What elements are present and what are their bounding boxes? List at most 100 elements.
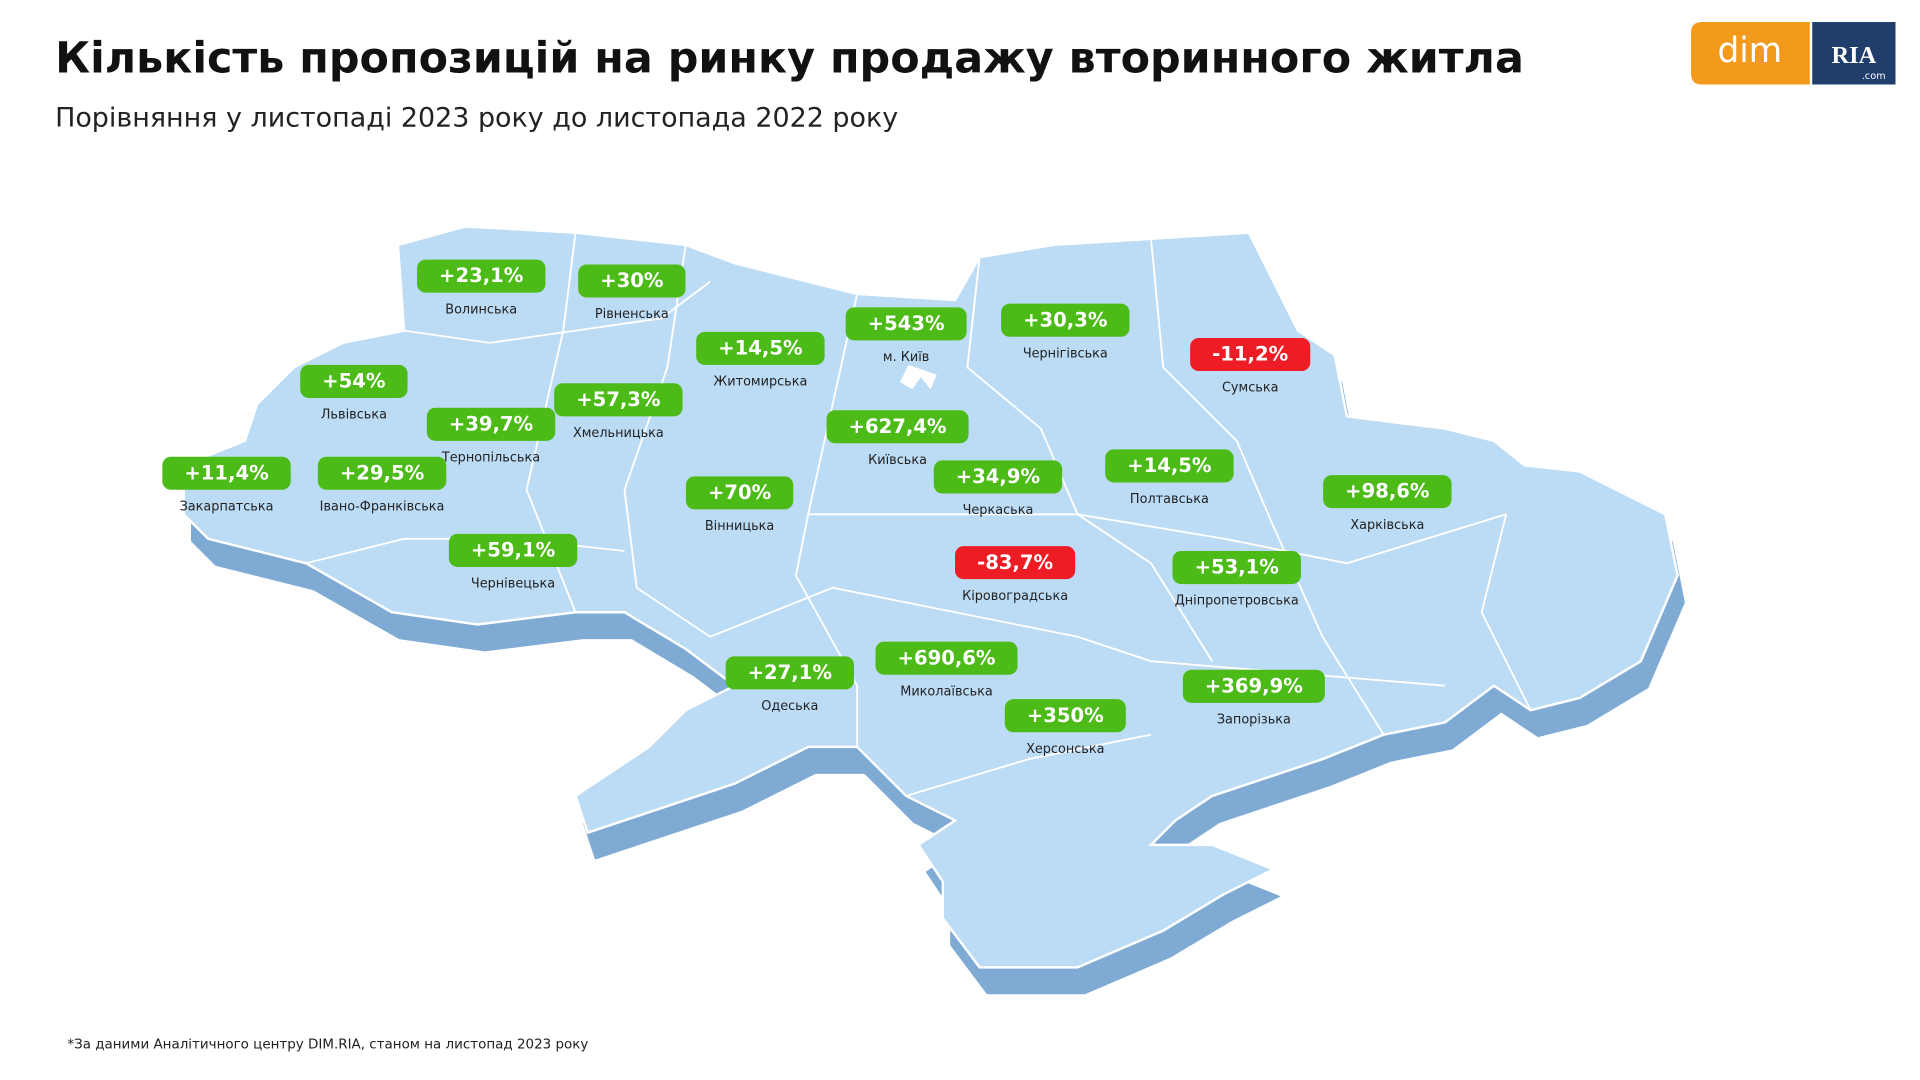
region-value: +27,1%	[748, 661, 832, 684]
region-value: +350%	[1027, 704, 1104, 727]
region-label: +350% Херсонська	[1004, 699, 1126, 757]
region-value: +34,9%	[956, 465, 1040, 488]
region-label: -83,7% Кіровоградська	[955, 546, 1076, 604]
region-label: +34,9% Черкаська	[933, 460, 1063, 518]
region-value: -83,7%	[977, 551, 1053, 574]
value-badge	[933, 460, 1063, 494]
region-label: +53,1% Дніпропетровська	[1172, 551, 1301, 609]
value-badge	[317, 456, 447, 490]
region-name: Тернопільська	[441, 450, 540, 465]
region-name: Рівненська	[595, 307, 669, 322]
value-badge	[725, 656, 855, 690]
value-badge	[1190, 337, 1311, 372]
region-name: Хмельницька	[573, 426, 664, 441]
footnote: *За даними Аналітичного центру DIM.RIA, …	[67, 1037, 588, 1052]
region-label: +98,6% Харківська	[1323, 475, 1452, 533]
region-label: +627,4% Київська	[826, 410, 969, 468]
border	[1480, 514, 1532, 711]
region-label: +54% Львівська	[300, 364, 408, 423]
region-label: +23,1% Волинська	[417, 259, 546, 317]
region-value: -11,2%	[1212, 343, 1288, 366]
region-name: Кіровоградська	[962, 589, 1068, 604]
region-name: Харківська	[1350, 518, 1424, 533]
region-label: +39,7% Тернопільська	[426, 407, 556, 465]
region-value: +30,3%	[1023, 308, 1107, 331]
border	[709, 586, 1445, 687]
region-labels: +23,1% Волинська +30% Рівненська +14,5% Житом…	[162, 259, 1452, 757]
logo-com: .com	[1862, 71, 1886, 82]
region-name: Херсонська	[1026, 742, 1104, 757]
region-label: +30,3% Чернігівська	[1001, 303, 1130, 361]
region-name: Черкаська	[963, 503, 1034, 518]
logo-ria-box	[1812, 22, 1896, 85]
region-value: +29,5%	[340, 461, 424, 484]
region-label: +59,1% Чернівецька	[448, 533, 578, 592]
region-value: +54%	[322, 370, 385, 393]
region-label: +29,5% Івано-Франківська	[317, 456, 447, 514]
map	[182, 225, 1685, 995]
region-name: Дніпропетровська	[1175, 594, 1299, 609]
region-name: м. Київ	[883, 350, 929, 365]
region-value: +59,1%	[471, 539, 555, 562]
region-name: Житомирська	[713, 375, 807, 390]
region-label: +30% Рівненська	[578, 264, 686, 322]
value-badge	[696, 331, 825, 365]
region-value: +39,7%	[449, 412, 533, 435]
value-badge	[300, 364, 408, 398]
region-name: Полтавська	[1130, 492, 1209, 507]
value-badge	[955, 546, 1076, 580]
region-name: Чернівецька	[471, 577, 555, 592]
region-name: Волинська	[445, 302, 517, 317]
value-badge	[554, 383, 683, 417]
region-value: +14,5%	[1127, 454, 1211, 477]
region-name: Запорізька	[1217, 713, 1291, 728]
region-value: +53,1%	[1195, 556, 1279, 579]
region-label: +11,4% Закарпатська	[162, 456, 291, 514]
region-value: +30%	[600, 269, 663, 292]
region-value: +690,6%	[898, 646, 996, 669]
value-badge	[1105, 449, 1234, 483]
region-name: Вінницька	[705, 519, 774, 534]
region-label: +57,3% Хмельницька	[554, 383, 683, 441]
region-label: +690,6% Миколаївська	[875, 641, 1018, 699]
value-badge	[448, 533, 578, 567]
value-badge	[417, 259, 546, 293]
logo-dim-box	[1691, 22, 1810, 85]
region-name: Івано-Франківська	[320, 499, 445, 514]
logo-ria: RIA	[1831, 42, 1876, 69]
border	[1150, 238, 1385, 736]
value-badge	[1004, 699, 1126, 733]
value-badge	[1172, 551, 1301, 585]
region-name: Миколаївська	[900, 684, 993, 699]
border	[403, 280, 711, 344]
region-value: +11,4%	[184, 461, 268, 484]
region-name: Одеська	[761, 699, 818, 714]
region-label: +14,5% Житомирська	[696, 331, 825, 390]
region-value: +98,6%	[1345, 480, 1429, 503]
value-badge	[578, 264, 686, 298]
region-value: +57,3%	[576, 388, 660, 411]
region-value: +543%	[868, 312, 945, 335]
title: Кількість пропозицій на ринку продажу вт…	[55, 34, 1524, 84]
border	[623, 244, 711, 638]
value-badge	[1182, 669, 1325, 703]
region-name: Київська	[868, 453, 927, 468]
region-name: Сумська	[1222, 381, 1279, 396]
region-label: +14,5% Полтавська	[1105, 449, 1234, 507]
value-badge	[1323, 475, 1452, 509]
region-label: +27,1% Одеська	[725, 656, 855, 714]
border	[808, 513, 1507, 565]
region-name: Львівська	[321, 408, 387, 423]
value-badge	[1001, 303, 1130, 337]
border	[794, 293, 859, 747]
value-badge	[685, 476, 794, 510]
value-badge	[826, 410, 969, 444]
region-value: +369,9%	[1205, 674, 1303, 697]
value-badge	[426, 407, 556, 441]
region-value: +14,5%	[718, 336, 802, 359]
region-value: +70%	[708, 481, 771, 504]
region-label: -11,2% Сумська	[1190, 337, 1311, 396]
region-value: +23,1%	[439, 264, 523, 287]
